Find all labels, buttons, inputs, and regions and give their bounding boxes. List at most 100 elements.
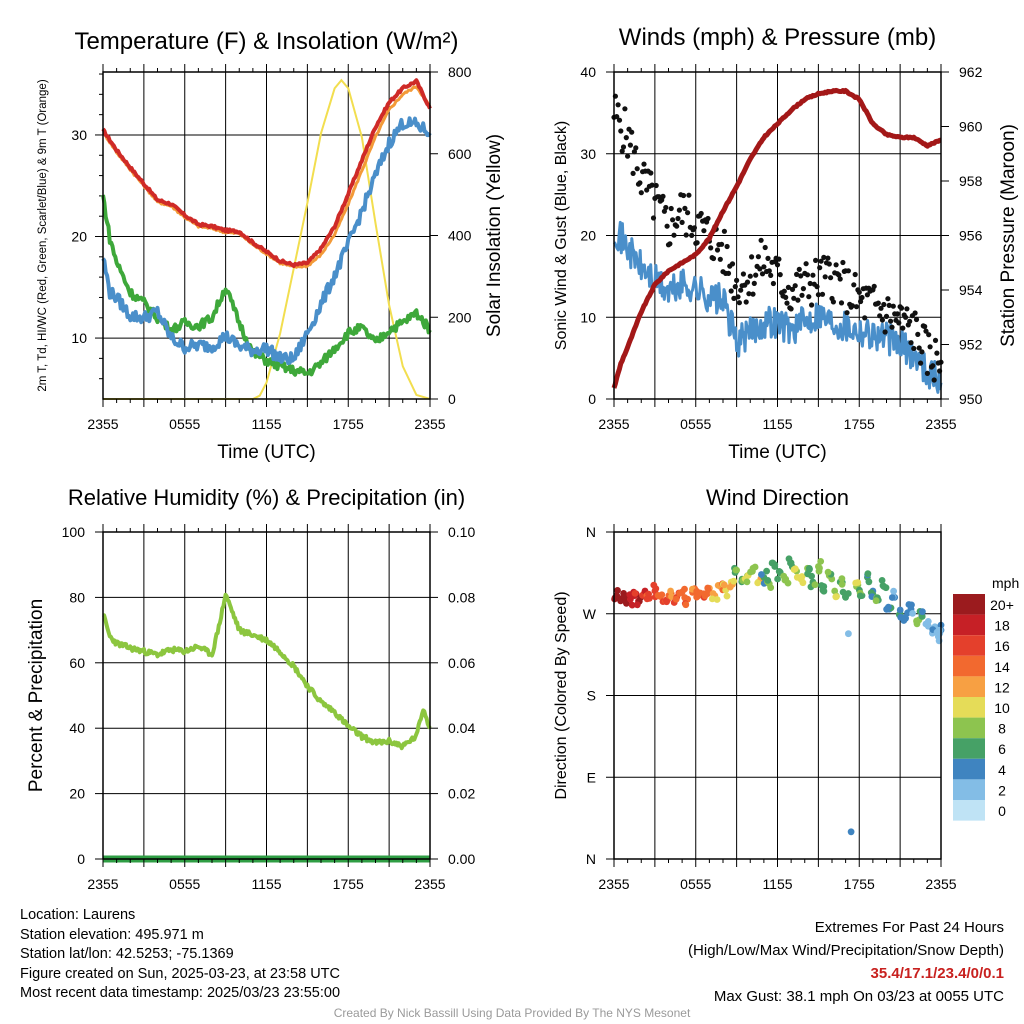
y2-tick-label: 0 bbox=[448, 391, 456, 407]
gust-point bbox=[634, 166, 640, 172]
direction-point bbox=[681, 585, 688, 593]
legend-swatch bbox=[953, 655, 985, 677]
series-wind-chill bbox=[101, 116, 432, 366]
gust-point bbox=[736, 300, 743, 306]
gust-point bbox=[810, 272, 816, 278]
direction-point bbox=[628, 601, 636, 609]
gust-point bbox=[774, 262, 781, 268]
direction-point bbox=[832, 593, 840, 601]
legend-label: 0 bbox=[998, 803, 1006, 819]
gust-point bbox=[744, 279, 751, 285]
gust-point bbox=[698, 210, 704, 217]
gust-point bbox=[789, 286, 796, 292]
direction-point bbox=[918, 613, 926, 620]
legend-label: 12 bbox=[994, 679, 1010, 695]
y-tick-label: W bbox=[583, 606, 597, 622]
direction-point bbox=[764, 577, 772, 584]
gust-point bbox=[889, 324, 895, 330]
gust-point bbox=[806, 294, 812, 300]
gust-point bbox=[708, 245, 714, 251]
y-axis-label: Percent & Precipitation bbox=[26, 599, 47, 792]
x-tick-label: 2355 bbox=[925, 416, 956, 432]
figure-created: Figure created on Sun, 2025-03-23, at 23… bbox=[20, 965, 340, 982]
x-tick-label: 2355 bbox=[87, 416, 118, 432]
y-tick-label: 100 bbox=[62, 524, 86, 540]
direction-point bbox=[908, 601, 915, 609]
gust-point bbox=[886, 302, 892, 308]
x-tick-label: 2355 bbox=[414, 876, 445, 892]
gust-point bbox=[629, 129, 635, 135]
gust-point bbox=[856, 289, 862, 295]
gust-point bbox=[911, 345, 917, 352]
gust-point bbox=[691, 225, 698, 231]
direction-point bbox=[730, 577, 738, 585]
legend-swatch bbox=[953, 614, 985, 636]
y-tick-label: 20 bbox=[71, 229, 87, 245]
y2-axis-label: Station Pressure (Maroon) bbox=[998, 124, 1019, 347]
gust-point bbox=[758, 237, 764, 243]
gust-point bbox=[746, 291, 752, 297]
gust-point bbox=[679, 219, 685, 225]
gust-point bbox=[724, 243, 730, 250]
gust-point bbox=[676, 207, 683, 213]
station-latlon: Station lat/lon: 42.5253; -75.1369 bbox=[20, 946, 234, 962]
x-tick-label: 1755 bbox=[844, 876, 875, 892]
y-tick-label: 30 bbox=[580, 146, 596, 162]
credit-line: Created By Nick Bassill Using Data Provi… bbox=[333, 1006, 691, 1020]
y-tick-label: 30 bbox=[71, 127, 87, 143]
gust-point bbox=[830, 299, 837, 305]
y2-tick-label: 960 bbox=[959, 119, 983, 135]
series-sonic-wind bbox=[612, 220, 943, 394]
gust-point bbox=[686, 192, 692, 198]
gust-point bbox=[705, 215, 711, 222]
direction-point bbox=[726, 583, 734, 591]
x-tick-label: 1755 bbox=[333, 876, 364, 892]
gust-point bbox=[852, 271, 858, 278]
gust-point bbox=[653, 182, 659, 189]
gust-point bbox=[912, 310, 918, 316]
x-tick-label: 2355 bbox=[598, 416, 629, 432]
y-tick-label: 10 bbox=[580, 309, 596, 325]
gust-point bbox=[749, 254, 755, 260]
gust-point bbox=[776, 256, 782, 262]
direction-point bbox=[667, 587, 674, 595]
direction-point bbox=[864, 570, 872, 578]
x-tick-label: 2355 bbox=[598, 876, 629, 892]
panel-title: Wind Direction bbox=[706, 485, 849, 510]
temperature-panel: 10 20 30 0 200 400 600 800 2355 0555 1155 1755 2355 T… bbox=[37, 28, 505, 463]
gust-point bbox=[641, 161, 647, 167]
legend-label: 10 bbox=[994, 700, 1010, 716]
x-tick-label: 1755 bbox=[844, 416, 875, 432]
series-relative-humidity bbox=[102, 592, 432, 751]
gust-point bbox=[675, 215, 681, 222]
x-tick-label: 0555 bbox=[169, 416, 200, 432]
gust-point bbox=[683, 232, 689, 238]
panel-title: Relative Humidity (%) & Precipitation (i… bbox=[68, 485, 465, 510]
direction-point bbox=[819, 586, 827, 594]
gust-point bbox=[714, 247, 721, 253]
gust-point bbox=[755, 254, 762, 260]
legend-title: mph bbox=[992, 575, 1019, 591]
gust-point bbox=[788, 306, 794, 312]
gust-point bbox=[922, 323, 928, 330]
extremes-subheading: (High/Low/Max Wind/Precipitation/Snow De… bbox=[688, 942, 1004, 959]
gust-point bbox=[765, 255, 771, 261]
gust-point bbox=[747, 273, 753, 279]
gust-point bbox=[615, 102, 621, 108]
x-axis-label: Time (UTC) bbox=[217, 442, 316, 463]
station-elevation: Station elevation: 495.971 m bbox=[20, 926, 204, 943]
y2-tick-label: 0.04 bbox=[448, 720, 475, 736]
gust-point bbox=[781, 288, 787, 294]
direction-point bbox=[852, 579, 860, 587]
direction-point bbox=[890, 587, 897, 595]
gust-point bbox=[882, 329, 888, 335]
gust-point bbox=[757, 266, 763, 272]
station-location: Location: Laurens bbox=[20, 907, 136, 923]
y-tick-label: 0 bbox=[77, 851, 85, 867]
direction-point bbox=[767, 584, 775, 591]
direction-point bbox=[888, 594, 896, 601]
direction-point bbox=[743, 578, 751, 586]
gust-point bbox=[719, 241, 725, 247]
gust-point bbox=[644, 187, 650, 193]
gust-point bbox=[770, 280, 777, 287]
